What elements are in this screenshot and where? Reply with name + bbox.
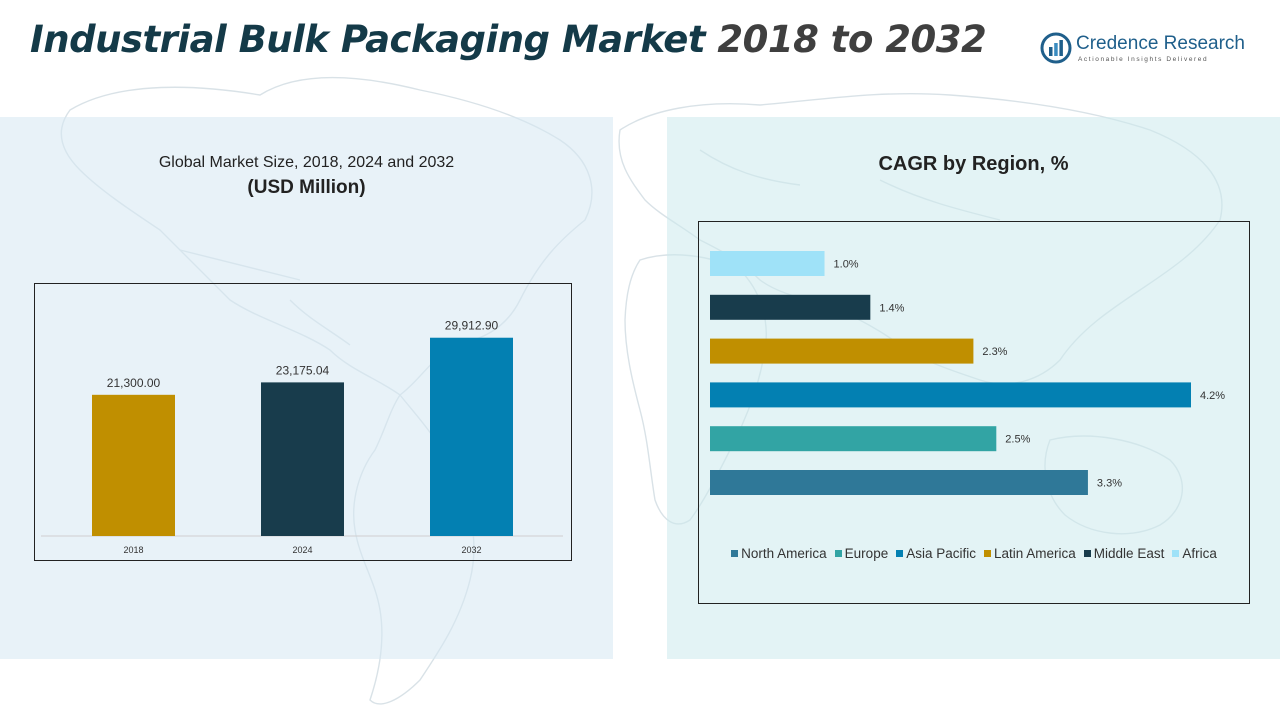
legend-swatch-europe (834, 550, 842, 557)
credence-logo-icon (1040, 32, 1072, 64)
cagr-chart: 1.0% 1.4% 2.3% 4.2% 2.5% 3.3% (698, 221, 1250, 604)
bar-africa (710, 251, 825, 276)
x-tick-label-2024: 2024 (292, 545, 312, 555)
legend-item-latin-america: Latin America (984, 546, 1076, 561)
bar-europe (710, 426, 997, 452)
bar-value-label-latin-america: 2.3% (982, 346, 1007, 358)
market-size-title: Global Market Size, 2018, 2024 and 2032 (158, 154, 455, 171)
logo-tagline: Actionable Insights Delivered (1078, 56, 1209, 63)
x-tick-label-2018: 2018 (123, 545, 143, 555)
title-main: Industrial Bulk Packaging Market (30, 18, 706, 61)
legend-swatch-north-america (731, 550, 739, 557)
legend-label-latin-america: Latin America (994, 546, 1076, 561)
legend-label-africa: Africa (1182, 546, 1217, 561)
bar-asia-pacific (710, 382, 1191, 408)
cagr-svg: 1.0% 1.4% 2.3% 4.2% 2.5% 3.3% (710, 251, 1225, 495)
bar-value-label-2018: 21,300.00 (107, 376, 161, 390)
bar-value-label-north-america: 3.3% (1097, 478, 1122, 490)
bar-value-label-europe: 2.5% (1005, 434, 1030, 446)
market-size-unit: (USD Million) (247, 177, 366, 198)
legend-item-asia-pacific: Asia Pacific (896, 546, 976, 561)
legend-label-middle-east: Middle East (1093, 546, 1165, 561)
legend-item-middle-east: Middle East (1083, 546, 1165, 561)
title-years: 2018 to 2032 (717, 18, 987, 61)
logo: Credence Research Actionable Insights De… (1040, 30, 1260, 70)
cagr-title: CAGR by Region, % (878, 153, 1069, 175)
page-title: Industrial Bulk Packaging Market 2018 to… (30, 18, 987, 61)
logo-name: Credence Research (1076, 33, 1245, 54)
bar-value-label-2024: 23,175.04 (276, 363, 330, 377)
bar-2018 (92, 394, 175, 536)
legend-swatch-asia-pacific (896, 550, 904, 557)
legend-item-africa: Africa (1172, 546, 1217, 561)
bar-value-label-africa: 1.0% (834, 259, 859, 271)
bar-middle-east (710, 294, 871, 320)
legend-item-north-america: North America (731, 546, 827, 561)
bar-latin-america (710, 338, 974, 364)
legend-label-europe: Europe (844, 546, 889, 561)
market-size-svg: 21,300.00 2018 23,175.04 2024 29,912.90 2032 (41, 319, 563, 555)
market-size-chart: 21,300.00 2018 23,175.04 2024 29,912.90 2032 (34, 283, 572, 561)
legend-swatch-middle-east (1083, 550, 1091, 557)
cagr-legend: North America Europe Asia Pacific Latin Ame… (698, 546, 1250, 561)
x-tick-label-2032: 2032 (461, 545, 481, 555)
bar-value-label-2032: 29,912.90 (445, 319, 499, 333)
bar-2024 (261, 382, 344, 536)
legend-item-europe: Europe (834, 546, 889, 561)
bar-value-label-middle-east: 1.4% (879, 302, 904, 314)
bar-value-label-asia-pacific: 4.2% (1200, 390, 1225, 402)
bar-2032 (430, 337, 513, 536)
legend-label-north-america: North America (741, 546, 827, 561)
legend-swatch-latin-america (984, 550, 991, 557)
legend-label-asia-pacific: Asia Pacific (906, 546, 976, 561)
legend-swatch-africa (1172, 550, 1180, 557)
bar-north-america (710, 470, 1088, 495)
